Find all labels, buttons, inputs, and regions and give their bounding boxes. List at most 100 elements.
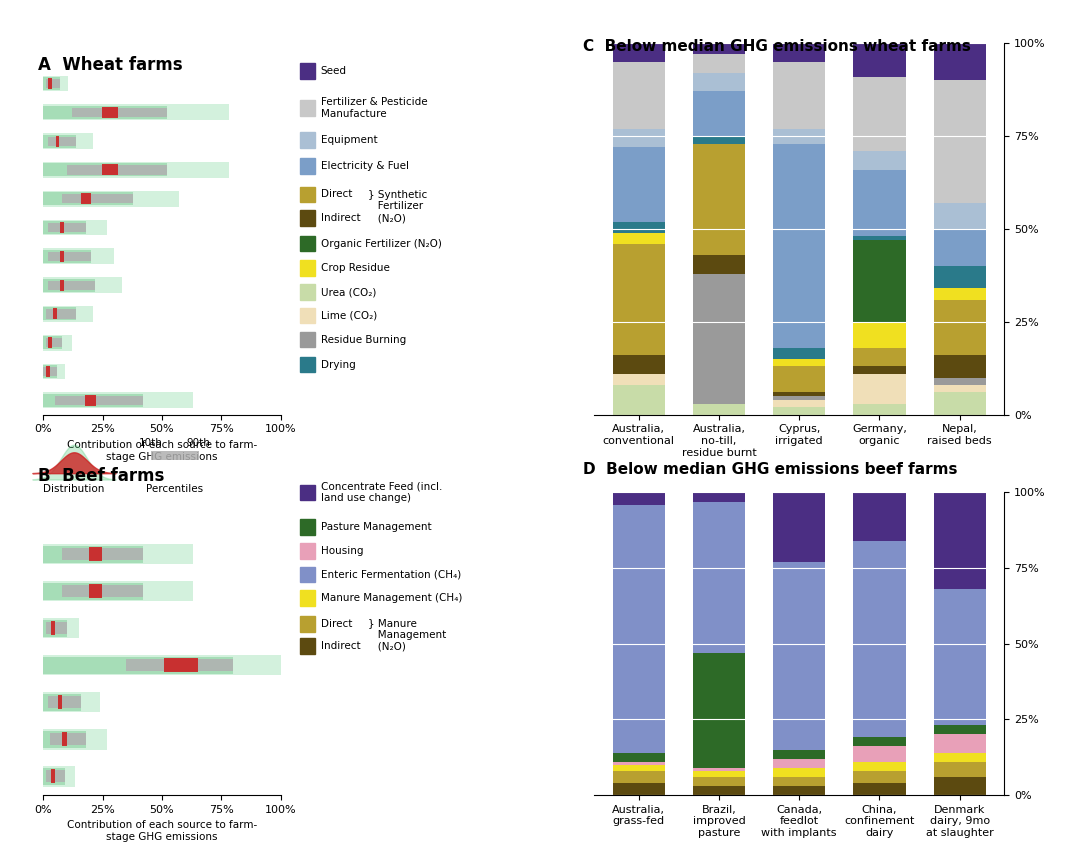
Text: Pasture Management: Pasture Management bbox=[321, 522, 431, 532]
Text: Organic Fertilizer (N₂O): Organic Fertilizer (N₂O) bbox=[321, 238, 442, 249]
Bar bbox=[43, 250, 91, 263]
Bar bbox=[58, 696, 62, 709]
Bar bbox=[43, 364, 65, 379]
Text: Concentrate Feed (incl.
land use change): Concentrate Feed (incl. land use change) bbox=[321, 482, 442, 503]
Bar bbox=[43, 544, 193, 564]
Bar bbox=[933, 492, 986, 589]
Bar bbox=[55, 136, 59, 147]
Bar bbox=[43, 392, 193, 409]
Bar bbox=[45, 771, 65, 782]
Bar bbox=[55, 396, 143, 405]
Text: Direct: Direct bbox=[321, 189, 352, 200]
Text: D  Below median GHG emissions beef farms: D Below median GHG emissions beef farms bbox=[583, 462, 958, 477]
Bar bbox=[853, 783, 905, 795]
Bar bbox=[773, 366, 825, 392]
Bar bbox=[933, 229, 986, 266]
X-axis label: Contribution of each source to farm-
stage GHG emissions: Contribution of each source to farm- sta… bbox=[67, 440, 257, 461]
Bar bbox=[43, 692, 100, 713]
Text: Electricity & Fuel: Electricity & Fuel bbox=[321, 161, 408, 171]
Bar bbox=[43, 546, 143, 562]
Bar bbox=[773, 396, 825, 400]
Bar bbox=[773, 759, 825, 767]
Bar bbox=[693, 137, 745, 143]
Bar bbox=[853, 43, 905, 77]
Bar bbox=[49, 78, 52, 89]
Bar bbox=[43, 336, 63, 349]
Bar bbox=[45, 309, 77, 319]
Bar bbox=[43, 135, 77, 148]
Bar bbox=[612, 385, 665, 415]
Bar bbox=[53, 308, 57, 320]
Bar bbox=[773, 492, 825, 562]
Bar bbox=[693, 786, 745, 795]
Bar bbox=[49, 337, 52, 348]
Bar bbox=[45, 338, 63, 347]
Bar bbox=[693, 43, 745, 54]
Bar bbox=[43, 106, 166, 118]
Bar bbox=[612, 505, 665, 753]
Text: 10th: 10th bbox=[139, 438, 163, 448]
Bar bbox=[43, 766, 76, 786]
Bar bbox=[43, 367, 57, 376]
Text: Direct: Direct bbox=[321, 619, 352, 629]
Text: Residue Burning: Residue Burning bbox=[321, 334, 406, 345]
Bar bbox=[693, 54, 745, 73]
Text: } Manure
   Management
   (N₂O): } Manure Management (N₂O) bbox=[368, 619, 446, 651]
Bar bbox=[773, 143, 825, 348]
Bar bbox=[43, 105, 229, 120]
Bar bbox=[43, 191, 178, 206]
Bar bbox=[933, 80, 986, 203]
Bar bbox=[773, 348, 825, 359]
Bar bbox=[43, 583, 143, 600]
Text: Distribution: Distribution bbox=[43, 484, 105, 494]
Bar bbox=[51, 769, 55, 784]
Text: Crop Residue: Crop Residue bbox=[321, 263, 390, 273]
Bar bbox=[853, 374, 905, 403]
Bar bbox=[612, 783, 665, 795]
Bar bbox=[612, 244, 665, 355]
Text: Manure Management (CH₄): Manure Management (CH₄) bbox=[321, 593, 462, 603]
Text: Lime (CO₂): Lime (CO₂) bbox=[321, 310, 377, 321]
Bar bbox=[612, 762, 665, 765]
Bar bbox=[612, 232, 665, 244]
Bar bbox=[67, 165, 166, 175]
Bar bbox=[43, 655, 281, 676]
Text: Urea (CO₂): Urea (CO₂) bbox=[321, 287, 376, 297]
Bar bbox=[48, 696, 81, 708]
Bar bbox=[773, 407, 825, 415]
Bar bbox=[46, 366, 50, 377]
Bar bbox=[853, 492, 905, 541]
Text: Indirect: Indirect bbox=[321, 213, 361, 223]
Bar bbox=[43, 249, 114, 264]
Bar bbox=[933, 385, 986, 392]
Bar bbox=[612, 492, 665, 505]
Bar bbox=[933, 753, 986, 762]
Bar bbox=[81, 194, 91, 204]
Bar bbox=[612, 374, 665, 385]
Bar bbox=[773, 562, 825, 749]
Bar bbox=[693, 771, 745, 777]
Bar bbox=[933, 392, 986, 415]
Bar bbox=[71, 108, 166, 117]
Text: Housing: Housing bbox=[321, 546, 363, 556]
Text: 90th: 90th bbox=[187, 438, 211, 448]
Bar bbox=[933, 589, 986, 725]
Bar bbox=[43, 394, 143, 407]
Bar bbox=[612, 765, 665, 771]
Bar bbox=[151, 451, 199, 461]
Bar bbox=[853, 169, 905, 237]
Text: B  Beef farms: B Beef farms bbox=[38, 467, 164, 485]
Bar bbox=[59, 222, 65, 233]
Bar bbox=[773, 400, 825, 407]
Bar bbox=[43, 133, 93, 149]
Bar bbox=[612, 147, 665, 221]
Bar bbox=[853, 322, 905, 348]
Bar bbox=[693, 501, 745, 653]
Bar bbox=[693, 92, 745, 137]
Bar bbox=[43, 76, 68, 92]
Bar bbox=[773, 786, 825, 795]
Bar bbox=[612, 62, 665, 129]
Bar bbox=[43, 163, 166, 176]
Bar bbox=[102, 164, 118, 175]
Bar bbox=[853, 348, 905, 366]
